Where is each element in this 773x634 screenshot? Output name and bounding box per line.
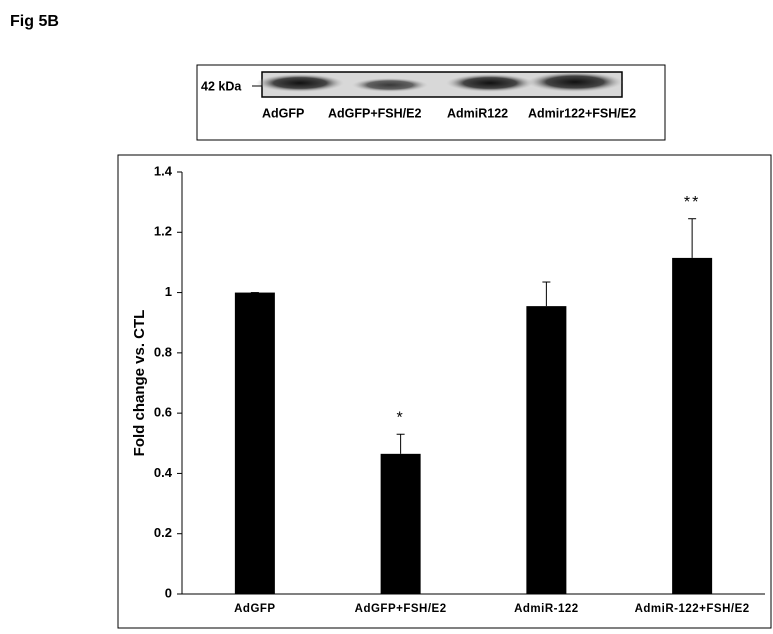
figure-label: Fig 5B [10,13,59,30]
lane-label: AdGFP [262,106,304,120]
x-tick-label: AdmiR-122 [514,603,579,615]
y-tick-label: 1.2 [154,224,172,239]
x-tick-label: AdGFP [234,603,275,615]
blot-band [352,78,428,92]
bar [672,257,713,594]
chart-frame [117,154,772,629]
y-tick-label: 0.6 [154,405,172,420]
y-axis-title: Fold change vs. CTL [131,310,148,457]
blot-band [256,74,344,92]
lane-label: Admir122+FSH/E2 [528,106,636,120]
blot-band [527,72,623,92]
lane-label: AdmiR122 [447,106,508,120]
significance-label: ** [684,194,700,211]
blot-marker: 42 kDa [201,79,242,93]
x-tick-label: AdmiR-122+FSH/E2 [635,603,750,615]
significance-label: * [397,409,405,426]
x-tick-label: AdGFP+FSH/E2 [355,603,447,615]
y-tick-label: 0.8 [154,344,172,359]
bar [234,292,275,594]
y-tick-label: 0.2 [154,525,172,540]
bar [526,306,567,594]
lane-label: AdGFP+FSH/E2 [328,106,421,120]
y-tick-label: 0.4 [154,465,173,480]
blot-band [446,74,534,92]
y-tick-label: 1.4 [154,163,173,178]
y-tick-label: 0 [165,585,172,600]
y-tick-label: 1 [165,284,172,299]
bar [380,453,421,594]
